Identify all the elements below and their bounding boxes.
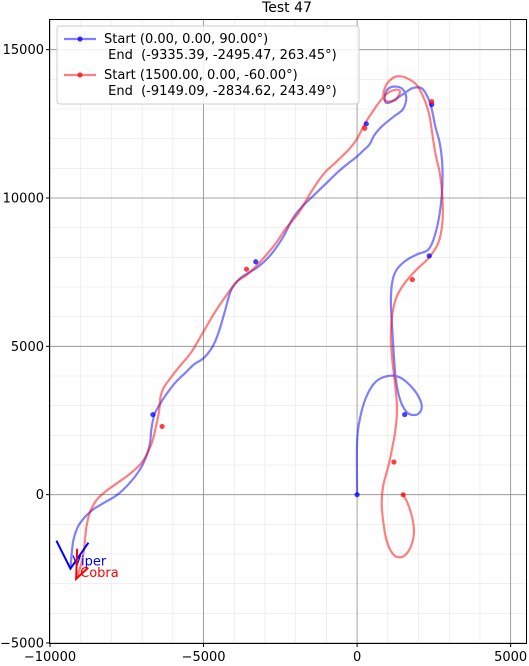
major-grid — [49, 20, 526, 644]
chart-title: Test 47 — [261, 0, 312, 16]
series-layer — [69, 75, 444, 580]
viper-end-glyph — [55, 540, 90, 571]
x-tick-label: 0 — [353, 650, 361, 665]
cobra-marker — [243, 266, 250, 272]
y-tick-label: 15000 — [3, 43, 44, 58]
viper-marker — [402, 411, 408, 418]
viper-label: Viper — [72, 555, 106, 570]
y-tick-label: −5000 — [0, 637, 44, 652]
legend-entry-start: Start (1500.00, 0.00, -60.00°) — [104, 68, 298, 83]
viper-trajectory-line — [69, 85, 444, 570]
y-tick-label: 10000 — [3, 192, 44, 207]
x-tick-label: 5000 — [494, 650, 527, 665]
x-tick-label: −5000 — [182, 650, 226, 665]
y-tick-label: 0 — [36, 488, 44, 503]
minor-grid — [49, 19, 526, 644]
legend-entry-end: End (-9149.09, -2834.62, 243.49°) — [104, 84, 337, 99]
legend-box — [56, 25, 360, 105]
legend-entry-end: End (-9335.39, -2495.47, 263.45°) — [104, 48, 337, 63]
viper-marker — [354, 492, 360, 498]
legend: Start (0.00, 0.00, 90.00°) End (-9335.39… — [56, 25, 360, 105]
viper-marker — [150, 411, 156, 418]
cobra-marker — [391, 459, 397, 465]
x-tick-label: −10000 — [24, 650, 76, 665]
legend-marker — [77, 36, 83, 42]
legend-marker — [77, 72, 83, 78]
viper-marker — [363, 121, 369, 127]
cobra-marker — [409, 276, 415, 283]
cobra-marker — [429, 98, 435, 105]
viper-marker — [426, 253, 432, 259]
cobra-end-glyph — [75, 548, 89, 582]
cobra-marker — [159, 423, 165, 430]
cobra-trajectory-line — [75, 75, 444, 580]
cobra-marker — [400, 492, 406, 498]
y-tick-label: 5000 — [11, 340, 44, 355]
legend-entry-start: Start (0.00, 0.00, 90.00°) — [104, 32, 268, 47]
viper-marker — [253, 259, 259, 265]
plot-frame — [49, 19, 527, 644]
cobra-marker — [362, 125, 368, 131]
cobra-label: Cobra — [80, 566, 119, 581]
